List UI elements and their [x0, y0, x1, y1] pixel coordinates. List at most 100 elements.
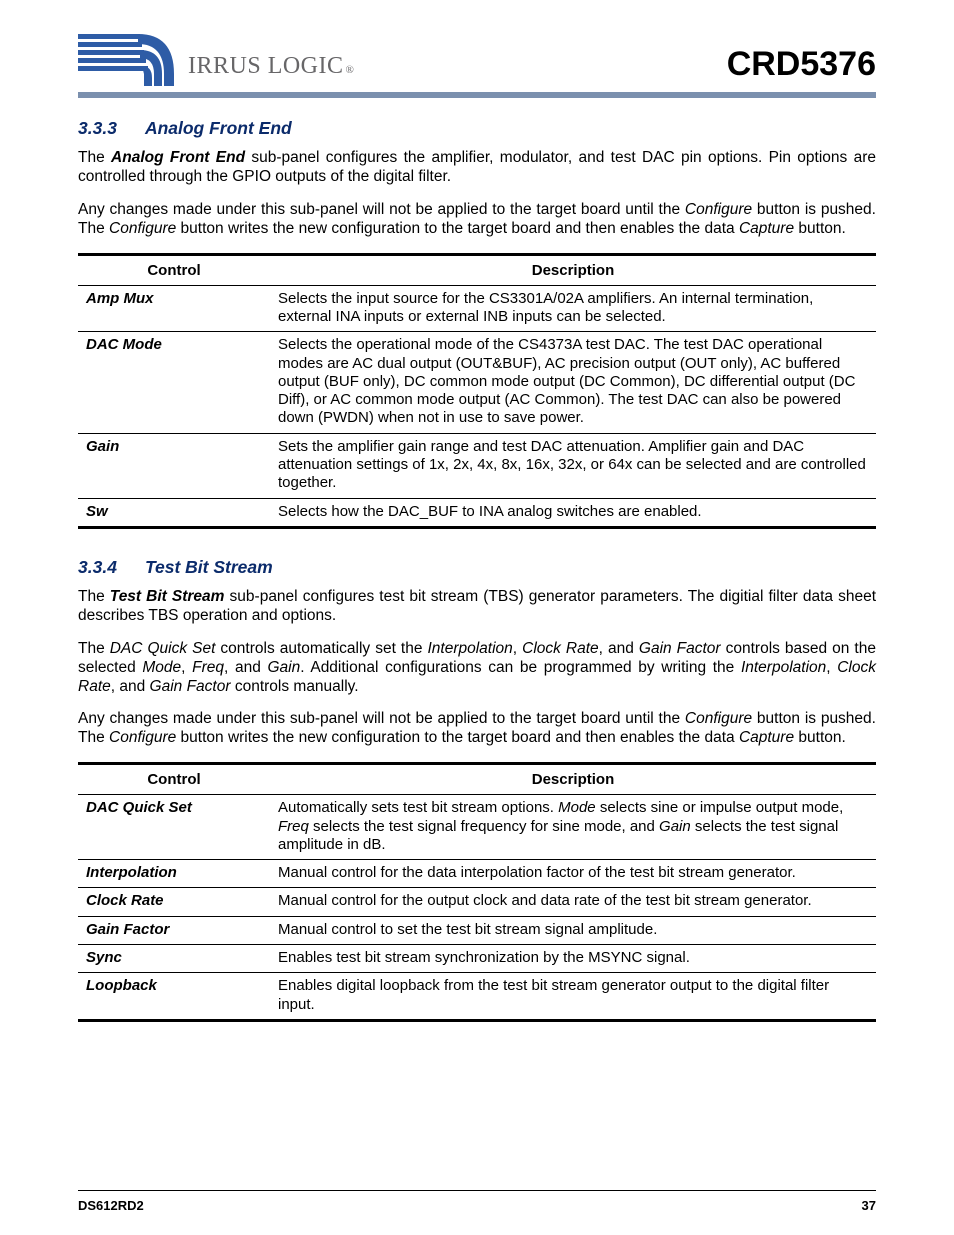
brand-name: IRRUS LOGIC ®: [188, 53, 354, 86]
term: DAC Quick Set: [110, 640, 216, 657]
control-name: Sync: [78, 945, 270, 973]
afe-paragraph-2: Any changes made under this sub-panel wi…: [78, 201, 876, 239]
text: Any changes made under this sub-panel wi…: [78, 201, 685, 218]
section-heading-afe: 3.3.3 Analog Front End: [78, 118, 876, 139]
text: controls automatically set the: [215, 640, 427, 657]
control-desc: Selects how the DAC_BUF to INA analog sw…: [270, 498, 876, 527]
term-tbs: Test Bit Stream: [110, 588, 225, 605]
text: , and: [599, 640, 639, 657]
header-divider: [78, 92, 876, 98]
page-footer: DS612RD2 37: [78, 1198, 876, 1213]
section-heading-tbs: 3.3.4 Test Bit Stream: [78, 557, 876, 578]
section-number: 3.3.3: [78, 118, 117, 139]
term: Gain: [659, 818, 691, 835]
document-page: IRRUS LOGIC ® CRD5376 3.3.3 Analog Front…: [0, 0, 954, 1235]
table-row: Amp Mux Selects the input source for the…: [78, 285, 876, 332]
text: . Additional configurations can be progr…: [300, 659, 741, 676]
table-row: Gain Sets the amplifier gain range and t…: [78, 433, 876, 498]
col-description-header: Description: [270, 254, 876, 285]
section-number: 3.3.4: [78, 557, 117, 578]
text: selects the test signal frequency for si…: [309, 818, 659, 835]
footer-doc-id: DS612RD2: [78, 1198, 144, 1213]
registered-icon: ®: [346, 64, 355, 76]
control-name: Sw: [78, 498, 270, 527]
control-desc: Manual control to set the test bit strea…: [270, 916, 876, 944]
control-desc: Selects the operational mode of the CS43…: [270, 332, 876, 433]
control-desc: Selects the input source for the CS3301A…: [270, 285, 876, 332]
text: controls manually.: [231, 678, 359, 695]
text: button writes the new configuration to t…: [176, 729, 739, 746]
table-row: Gain Factor Manual control to set the te…: [78, 916, 876, 944]
control-desc: Sets the amplifier gain range and test D…: [270, 433, 876, 498]
control-name: Gain Factor: [78, 916, 270, 944]
control-desc: Enables digital loopback from the test b…: [270, 973, 876, 1021]
control-name: Gain: [78, 433, 270, 498]
table-row: Sw Selects how the DAC_BUF to INA analog…: [78, 498, 876, 527]
control-name: Clock Rate: [78, 888, 270, 916]
text: button.: [794, 220, 846, 237]
section-title: Test Bit Stream: [145, 557, 273, 578]
table-row: Sync Enables test bit stream synchroniza…: [78, 945, 876, 973]
table-header-row: Control Description: [78, 764, 876, 795]
text: ,: [826, 659, 837, 676]
term: Freq: [278, 818, 309, 835]
text: The: [78, 588, 110, 605]
col-control-header: Control: [78, 254, 270, 285]
term: Freq: [192, 659, 224, 676]
table-row: Clock Rate Manual control for the output…: [78, 888, 876, 916]
term: Clock Rate: [522, 640, 599, 657]
text: button writes the new configuration to t…: [176, 220, 739, 237]
text: button.: [794, 729, 846, 746]
control-name: Interpolation: [78, 860, 270, 888]
control-name: Loopback: [78, 973, 270, 1021]
text: ,: [513, 640, 522, 657]
section-title: Analog Front End: [145, 118, 292, 139]
table-row: DAC Quick Set Automatically sets test bi…: [78, 795, 876, 860]
term: Gain Factor: [639, 640, 721, 657]
text: selects sine or impulse output mode,: [596, 799, 844, 816]
table-row: Interpolation Manual control for the dat…: [78, 860, 876, 888]
control-name: DAC Mode: [78, 332, 270, 433]
term-capture: Capture: [739, 729, 794, 746]
tbs-table: Control Description DAC Quick Set Automa…: [78, 762, 876, 1022]
col-description-header: Description: [270, 764, 876, 795]
afe-paragraph-1: The Analog Front End sub-panel configure…: [78, 149, 876, 187]
term: Gain Factor: [150, 678, 231, 695]
tbs-paragraph-3: Any changes made under this sub-panel wi…: [78, 710, 876, 748]
term: Gain: [268, 659, 301, 676]
page-header: IRRUS LOGIC ® CRD5376: [78, 30, 876, 92]
text: , and: [111, 678, 150, 695]
text: ,: [181, 659, 192, 676]
term: Interpolation: [427, 640, 512, 657]
term-configure: Configure: [109, 729, 176, 746]
tbs-paragraph-2: The DAC Quick Set controls automatically…: [78, 640, 876, 697]
brand-logo: IRRUS LOGIC ®: [78, 30, 354, 86]
text: , and: [224, 659, 267, 676]
term: Mode: [142, 659, 181, 676]
term-configure: Configure: [685, 201, 752, 218]
table-header-row: Control Description: [78, 254, 876, 285]
footer-page-number: 37: [862, 1198, 876, 1213]
control-desc: Manual control for the output clock and …: [270, 888, 876, 916]
footer-divider: [78, 1190, 876, 1191]
tbs-paragraph-1: The Test Bit Stream sub-panel configures…: [78, 588, 876, 626]
table-row: DAC Mode Selects the operational mode of…: [78, 332, 876, 433]
cirrus-swoosh-icon: [78, 30, 178, 86]
control-desc: Enables test bit stream synchronization …: [270, 945, 876, 973]
term-configure: Configure: [685, 710, 752, 727]
text: The: [78, 640, 110, 657]
col-control-header: Control: [78, 764, 270, 795]
control-name: Amp Mux: [78, 285, 270, 332]
table-row: Loopback Enables digital loopback from t…: [78, 973, 876, 1021]
text: The: [78, 149, 111, 166]
term: Mode: [558, 799, 596, 816]
brand-name-text: IRRUS LOGIC: [188, 53, 344, 80]
term-configure: Configure: [109, 220, 176, 237]
control-name: DAC Quick Set: [78, 795, 270, 860]
control-desc: Automatically sets test bit stream optio…: [270, 795, 876, 860]
document-title: CRD5376: [727, 45, 876, 86]
term-capture: Capture: [739, 220, 794, 237]
text: Automatically sets test bit stream optio…: [278, 799, 558, 816]
term-afe: Analog Front End: [111, 149, 245, 166]
afe-table: Control Description Amp Mux Selects the …: [78, 253, 876, 529]
